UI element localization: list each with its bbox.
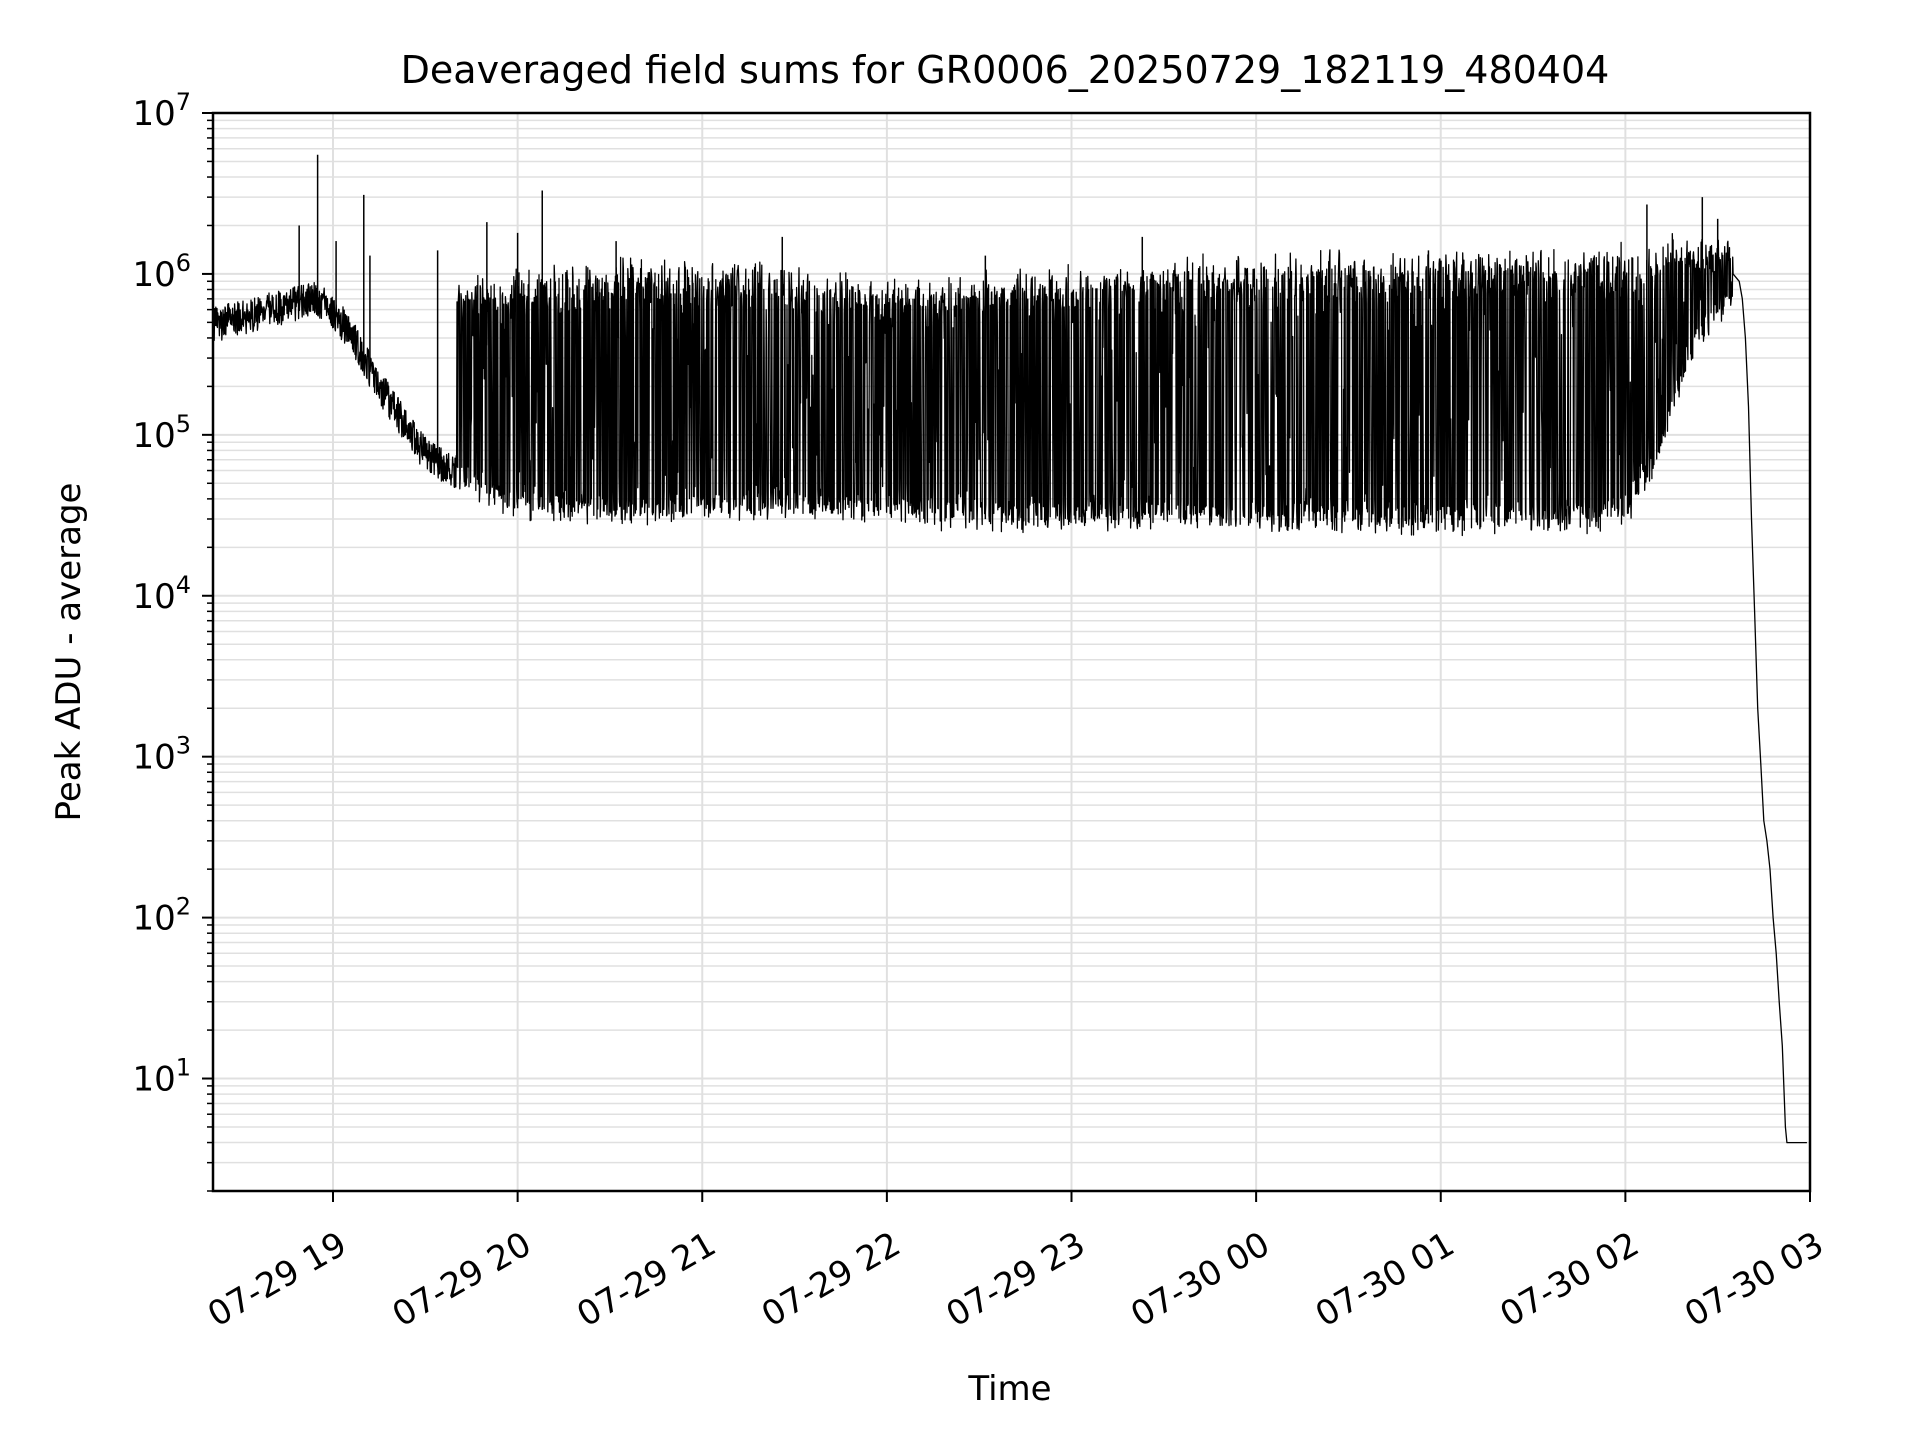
x-tick-label: 07-29 23 xyxy=(940,1224,1092,1335)
y-axis-label: Peak ADU - average xyxy=(49,483,89,822)
x-tick-label: 07-29 20 xyxy=(386,1224,538,1335)
grid xyxy=(207,112,1811,1192)
y-tick-label: 101 xyxy=(132,1054,191,1100)
x-tick-label: 07-29 19 xyxy=(201,1224,353,1335)
x-tick-label: 07-30 03 xyxy=(1678,1224,1830,1335)
series-group xyxy=(212,154,1807,1144)
y-tick-label: 106 xyxy=(132,249,191,295)
x-tick-label: 07-29 21 xyxy=(570,1224,722,1335)
x-axis: 07-29 19 07-29 20 07-29 21 07-29 22 07-29 23… xyxy=(201,1191,1831,1335)
plot-frame xyxy=(211,111,1812,1193)
y-tick-label: 104 xyxy=(132,571,191,617)
chart-title: Deaveraged field sums for GR0006_2025072… xyxy=(401,48,1610,92)
y-tick-label: 102 xyxy=(132,893,191,939)
x-tick-label: 07-29 22 xyxy=(755,1224,907,1335)
series-line xyxy=(212,233,1807,1144)
y-tick-label: 105 xyxy=(132,410,191,456)
x-axis-label: Time xyxy=(967,1369,1051,1409)
y-tick-label: 107 xyxy=(132,88,191,134)
x-tick-label: 07-30 01 xyxy=(1309,1224,1461,1335)
y-axis: 101 102 103 104 105 106 107 xyxy=(132,88,213,1100)
x-tick-label: 07-30 02 xyxy=(1493,1224,1645,1335)
x-tick-label: 07-30 00 xyxy=(1124,1224,1276,1335)
y-tick-label: 103 xyxy=(132,732,191,778)
